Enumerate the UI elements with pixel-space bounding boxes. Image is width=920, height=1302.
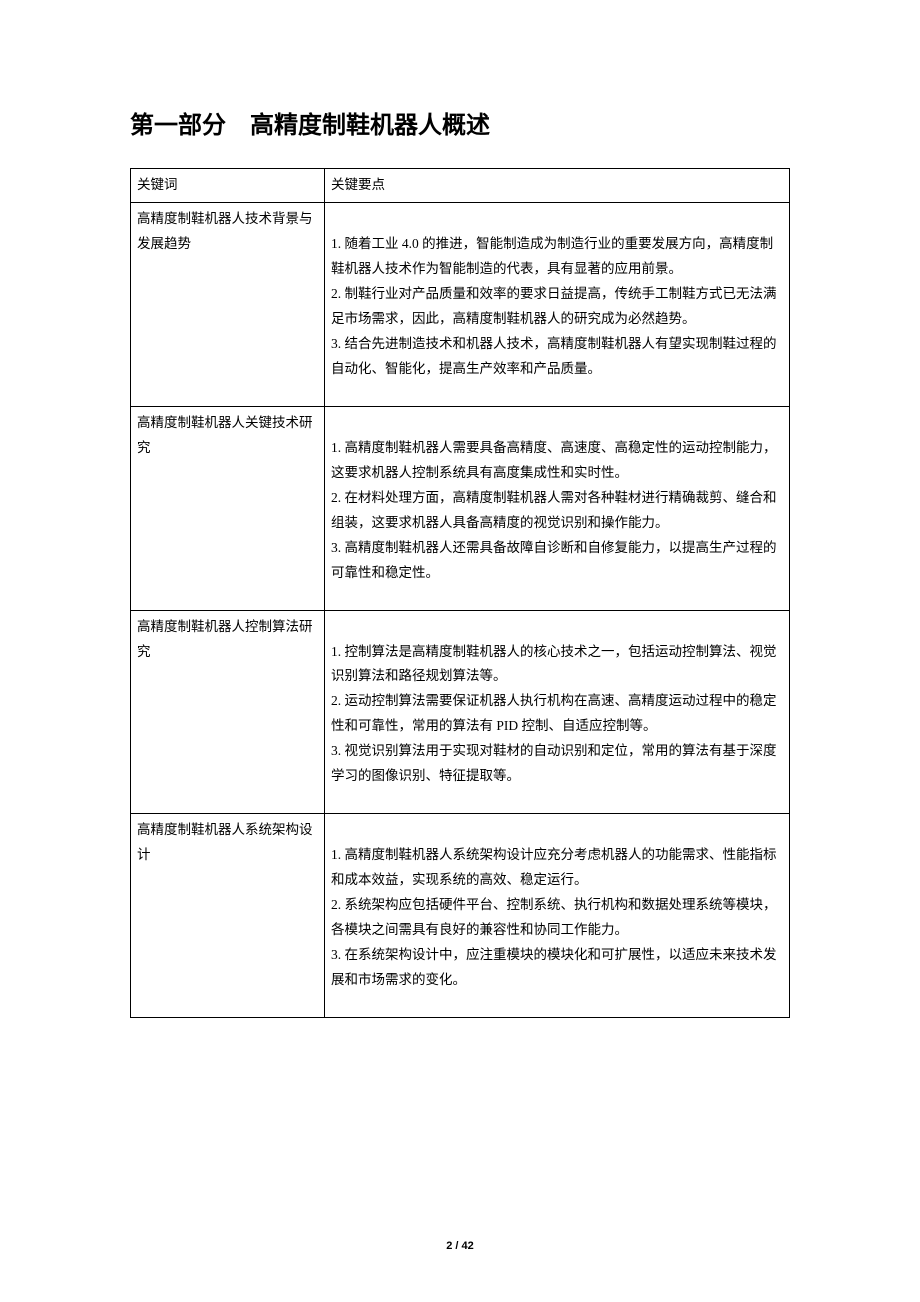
keyword-cell: 高精度制鞋机器人关键技术研究 [131, 406, 325, 610]
keypoints-cell: 1. 高精度制鞋机器人系统架构设计应充分考虑机器人的功能需求、性能指标和成本效益… [325, 814, 790, 1018]
table-row: 高精度制鞋机器人系统架构设计 1. 高精度制鞋机器人系统架构设计应充分考虑机器人… [131, 814, 790, 1018]
table-row: 高精度制鞋机器人关键技术研究 1. 高精度制鞋机器人需要具备高精度、高速度、高稳… [131, 406, 790, 610]
table-row: 高精度制鞋机器人技术背景与发展趋势 1. 随着工业 4.0 的推进，智能制造成为… [131, 202, 790, 406]
table-header-row: 关键词 关键要点 [131, 169, 790, 203]
header-keyword: 关键词 [131, 169, 325, 203]
keyword-cell: 高精度制鞋机器人控制算法研究 [131, 610, 325, 814]
section-heading: 第一部分 高精度制鞋机器人概述 [130, 105, 790, 140]
content-table: 关键词 关键要点 高精度制鞋机器人技术背景与发展趋势 1. 随着工业 4.0 的… [130, 168, 790, 1018]
keypoints-cell: 1. 控制算法是高精度制鞋机器人的核心技术之一，包括运动控制算法、视觉识别算法和… [325, 610, 790, 814]
header-keypoints: 关键要点 [325, 169, 790, 203]
keypoints-cell: 1. 高精度制鞋机器人需要具备高精度、高速度、高稳定性的运动控制能力，这要求机器… [325, 406, 790, 610]
keyword-cell: 高精度制鞋机器人系统架构设计 [131, 814, 325, 1018]
keyword-cell: 高精度制鞋机器人技术背景与发展趋势 [131, 202, 325, 406]
table-row: 高精度制鞋机器人控制算法研究 1. 控制算法是高精度制鞋机器人的核心技术之一，包… [131, 610, 790, 814]
keypoints-cell: 1. 随着工业 4.0 的推进，智能制造成为制造行业的重要发展方向，高精度制鞋机… [325, 202, 790, 406]
page-number: 2 / 42 [0, 1240, 920, 1252]
